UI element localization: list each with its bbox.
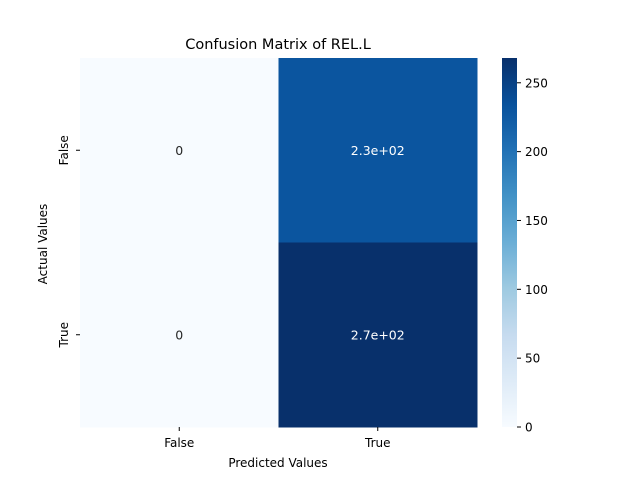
colorbar-tick-label: 0 — [525, 421, 533, 435]
y-tick-label: False — [57, 135, 71, 165]
x-axis-ticks: False True — [164, 427, 391, 450]
y-tick-label: True — [57, 322, 71, 349]
heatmap-cell — [278, 242, 478, 428]
cell-annotation: 0 — [175, 143, 183, 158]
y-axis-label: Actual Values — [36, 204, 50, 285]
x-tick-label: True — [364, 436, 391, 450]
colorbar-ticks: 0 50 100 150 200 250 — [517, 76, 548, 435]
colorbar — [502, 58, 517, 427]
y-axis-ticks: False True — [57, 135, 80, 349]
cell-annotation: 2.3e+02 — [351, 143, 405, 158]
heatmap-cells — [80, 58, 478, 428]
colorbar-tick-label: 100 — [525, 283, 548, 297]
heatmap-cell — [80, 242, 279, 428]
cell-annotations: 0 2.3e+02 0 2.7e+02 — [175, 143, 404, 343]
colorbar-tick-label: 50 — [525, 352, 540, 366]
colorbar-tick-label: 150 — [525, 214, 548, 228]
x-axis-label: Predicted Values — [228, 456, 327, 470]
cell-annotation: 0 — [175, 327, 183, 342]
heatmap-cell — [278, 58, 478, 243]
x-tick-label: False — [164, 436, 194, 450]
colorbar-tick-label: 200 — [525, 145, 548, 159]
colorbar-tick-label: 250 — [525, 76, 548, 90]
heatmap-cell — [80, 58, 279, 243]
chart-title: Confusion Matrix of REL.L — [185, 37, 371, 53]
cell-annotation: 2.7e+02 — [351, 327, 405, 342]
